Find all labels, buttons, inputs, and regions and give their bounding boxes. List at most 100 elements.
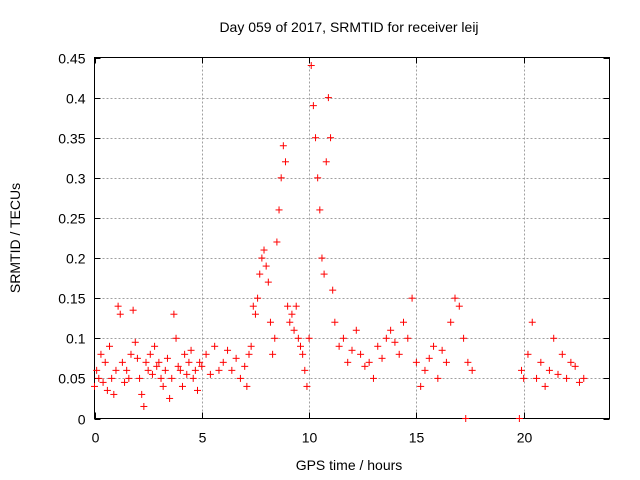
data-point: [243, 382, 251, 390]
data-point: [344, 358, 352, 366]
data-point: [131, 338, 139, 346]
data-point: [455, 302, 463, 310]
y-tick-label: 0.25: [58, 211, 85, 227]
data-point: [430, 342, 438, 350]
data-point: [412, 358, 420, 366]
y-tick-label: 0.1: [66, 331, 86, 347]
data-point: [174, 362, 182, 370]
plot-frame: [94, 57, 610, 419]
data-point: [97, 350, 105, 358]
data-point: [166, 394, 174, 402]
grid-lines: [94, 57, 610, 419]
data-point: [288, 310, 296, 318]
data-point: [146, 350, 154, 358]
data-point: [537, 358, 545, 366]
data-point: [157, 374, 165, 382]
data-point: [520, 374, 528, 382]
data-point: [571, 362, 579, 370]
data-point: [316, 206, 324, 214]
data-point: [404, 334, 412, 342]
data-point: [331, 318, 339, 326]
data-point: [518, 366, 526, 374]
data-point: [101, 358, 109, 366]
y-tick-label: 0: [78, 412, 86, 428]
y-tick-label: 0.2: [66, 251, 86, 267]
data-point: [151, 342, 159, 350]
data-point: [211, 342, 219, 350]
data-point: [281, 158, 289, 166]
data-point: [93, 366, 101, 374]
data-point: [125, 374, 133, 382]
data-point: [140, 402, 148, 410]
data-point: [273, 238, 281, 246]
data-point: [322, 158, 330, 166]
data-point: [136, 374, 144, 382]
data-point: [545, 366, 553, 374]
data-point: [178, 382, 186, 390]
data-point: [181, 350, 189, 358]
data-point: [339, 334, 347, 342]
y-tick-label: 0.05: [58, 371, 85, 387]
data-point: [329, 286, 337, 294]
data-point: [106, 342, 114, 350]
data-point: [284, 302, 292, 310]
data-point: [460, 334, 468, 342]
data-point: [254, 294, 262, 302]
x-tick-label: 15: [409, 430, 425, 446]
data-point: [421, 366, 429, 374]
data-point: [269, 350, 277, 358]
data-point: [271, 334, 279, 342]
data-point: [451, 294, 459, 302]
data-point: [554, 370, 562, 378]
data-point: [550, 334, 558, 342]
data-point: [434, 374, 442, 382]
data-point: [187, 346, 195, 354]
data-point: [327, 134, 335, 142]
data-point: [153, 362, 161, 370]
data-point: [176, 366, 184, 374]
data-point: [301, 366, 309, 374]
data-point: [236, 374, 244, 382]
data-point: [580, 374, 588, 382]
data-point: [258, 254, 266, 262]
data-point: [189, 374, 197, 382]
data-point: [352, 326, 360, 334]
data-point: [464, 358, 472, 366]
y-tick-label: 0.3: [66, 171, 86, 187]
data-point: [185, 358, 193, 366]
data-point: [170, 310, 178, 318]
data-point: [224, 346, 232, 354]
y-axis-label: SRMTID / TECUs: [7, 183, 23, 293]
x-tick-labels: 0 5 10 15 20: [92, 430, 533, 446]
data-point: [533, 374, 541, 382]
data-point: [400, 318, 407, 326]
data-point: [161, 366, 169, 374]
x-axis-label: GPS time / hours: [296, 457, 403, 473]
data-point: [129, 306, 137, 314]
data-point: [264, 278, 272, 286]
data-point: [114, 302, 122, 310]
data-point: [245, 350, 253, 358]
data-point: [335, 342, 343, 350]
data-point: [528, 318, 536, 326]
data-point: [312, 134, 320, 142]
data-point: [425, 354, 433, 362]
data-point: [172, 334, 180, 342]
data-point: [123, 366, 131, 374]
data-point: [442, 358, 450, 366]
data-point: [232, 354, 240, 362]
data-point: [307, 62, 315, 70]
data-point: [275, 206, 283, 214]
data-point: [297, 342, 304, 350]
data-point: [314, 174, 322, 182]
data-point: [121, 378, 129, 386]
data-point: [320, 270, 328, 278]
data-point: [395, 350, 403, 358]
data-point: [305, 334, 313, 342]
data-point: [118, 358, 126, 366]
data-point: [324, 94, 332, 102]
data-point: [541, 382, 549, 390]
data-point: [116, 310, 124, 318]
data-point: [348, 346, 356, 354]
